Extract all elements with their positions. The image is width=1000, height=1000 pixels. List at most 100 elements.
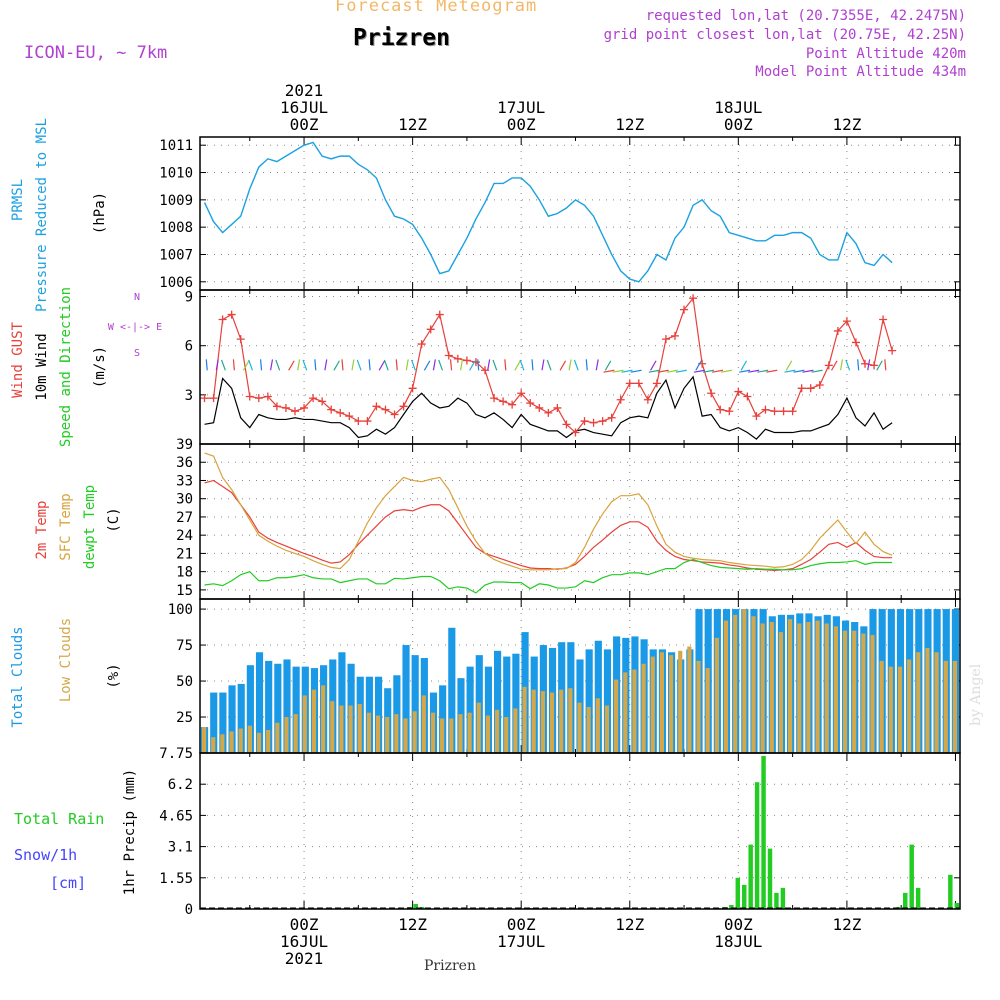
low-cloud-bar <box>311 689 317 753</box>
y-tick-label: 75 <box>176 638 193 654</box>
low-cloud-bar <box>650 656 655 753</box>
low-cloud-bar <box>760 623 765 753</box>
wind-direction-arrow <box>459 359 464 371</box>
y-tick-label: 1011 <box>159 138 193 154</box>
wind-direction-arrow <box>585 359 588 371</box>
panel-wind <box>199 289 961 445</box>
panel-frame <box>199 289 961 445</box>
model-label: ICON-EU, ~ 7km <box>24 43 168 63</box>
wind-direction-arrow <box>297 359 301 371</box>
low-cloud-bar <box>202 727 207 753</box>
bottom-time-label: 12Z <box>398 915 427 934</box>
pressure-label: PRMSL <box>10 179 26 221</box>
footer-location: Prizren <box>424 958 476 974</box>
low-cloud-bar <box>321 685 326 753</box>
gust-marker <box>553 403 562 412</box>
gust-marker <box>870 361 879 370</box>
wind-direction-arrow <box>341 359 344 371</box>
gust-marker <box>716 405 725 414</box>
total-cloud-bar <box>411 655 419 753</box>
grid-coordinates: grid point closest lon,lat (20.75E, 42.2… <box>603 27 966 43</box>
panel-frame <box>199 443 961 600</box>
gust-marker <box>734 387 743 396</box>
bottom-time-label: 2021 <box>285 949 324 968</box>
low-cloud-bar <box>275 722 280 753</box>
rain-bar <box>754 782 760 909</box>
gust-marker <box>743 392 752 401</box>
gust-marker <box>300 403 309 412</box>
gust-marker <box>544 408 553 417</box>
wind-direction-arrow <box>383 359 389 371</box>
wind-unit: (m/s) <box>92 346 108 388</box>
low-cloud-bar <box>943 660 948 753</box>
wind-direction-arrow <box>275 359 281 371</box>
wind-direction-arrow <box>766 369 778 373</box>
y-tick-label: 3.1 <box>168 840 193 856</box>
low-cloud-bar <box>385 717 390 753</box>
wind-direction-arrow <box>603 369 615 373</box>
bottom-time-label: 00Z <box>290 915 319 934</box>
low-cloud-bar <box>595 698 600 753</box>
gust-marker <box>336 408 345 417</box>
low-cloud-bar <box>458 714 463 753</box>
low-cloud-bar <box>568 688 573 753</box>
bottom-time-label: 16JUL <box>280 932 328 951</box>
gust-marker <box>318 397 327 406</box>
low-cloud-bar <box>540 691 545 753</box>
low-cloud-bar <box>806 622 811 753</box>
gust-marker <box>354 417 363 426</box>
wind-direction-arrow <box>793 369 805 373</box>
wind-direction-arrow <box>630 369 642 373</box>
low-cloud-bar <box>870 634 875 753</box>
wind-direction-arrow <box>748 369 760 373</box>
gust-marker <box>725 407 734 416</box>
gust-marker <box>417 340 426 349</box>
gust-marker <box>372 402 381 411</box>
wind-direction-arrow <box>693 369 705 373</box>
low-cloud-bar <box>339 705 344 753</box>
low-cloud-bar <box>751 616 756 753</box>
gust-marker <box>616 395 625 404</box>
gust-marker <box>481 366 489 375</box>
wind-direction-arrow <box>514 360 521 371</box>
wind-direction-arrow <box>405 359 409 371</box>
y-tick-label: 1010 <box>159 166 193 182</box>
gust-marker <box>435 310 444 319</box>
top-time-label: 12Z <box>832 115 861 134</box>
y-tick-label: 7.75 <box>159 746 193 762</box>
y-tick-label: 1006 <box>159 275 193 291</box>
wind-direction-arrow <box>839 359 844 371</box>
total-cloud-bar <box>448 627 456 753</box>
top-time-label: 00Z <box>724 115 753 134</box>
wind-direction-arrow <box>205 359 208 371</box>
gust-marker <box>227 310 236 319</box>
low-cloud-bar <box>788 619 793 753</box>
low-cloud-bar <box>403 718 408 753</box>
top-time-label: 12Z <box>615 115 644 134</box>
y-tick-label: 3 <box>185 388 193 404</box>
wind-direction-arrow <box>423 360 431 371</box>
wind-direction-arrow <box>269 359 274 371</box>
low-cloud-bar <box>934 652 939 753</box>
low-cloud-bar <box>614 679 619 753</box>
wind-direction-arrow <box>559 360 567 371</box>
low-cloud-bar <box>256 732 262 753</box>
low-cloud-bar <box>229 731 234 753</box>
wind-direction-arrow <box>811 369 823 373</box>
wind-direction-arrow <box>395 359 398 371</box>
wind-direction-arrow <box>541 359 545 371</box>
low-cloud-bar <box>632 669 637 753</box>
total-cloud-bar <box>494 650 502 753</box>
low-cloud-bar <box>375 715 381 753</box>
rain-bar <box>909 844 914 909</box>
low-cloud-bar <box>522 686 527 753</box>
gust-marker <box>263 392 272 401</box>
wind-direction-arrow <box>288 360 295 371</box>
pressure-label-long: Pressure Reduced to MSL <box>34 118 50 312</box>
low-cloud-bar <box>531 689 536 753</box>
wind-direction-arrow <box>378 360 386 371</box>
y-tick-label: 30 <box>176 492 193 508</box>
wind-direction-arrow <box>438 359 444 371</box>
total-cloud-bar <box>292 666 300 753</box>
bottom-time-label: 12Z <box>615 915 644 934</box>
